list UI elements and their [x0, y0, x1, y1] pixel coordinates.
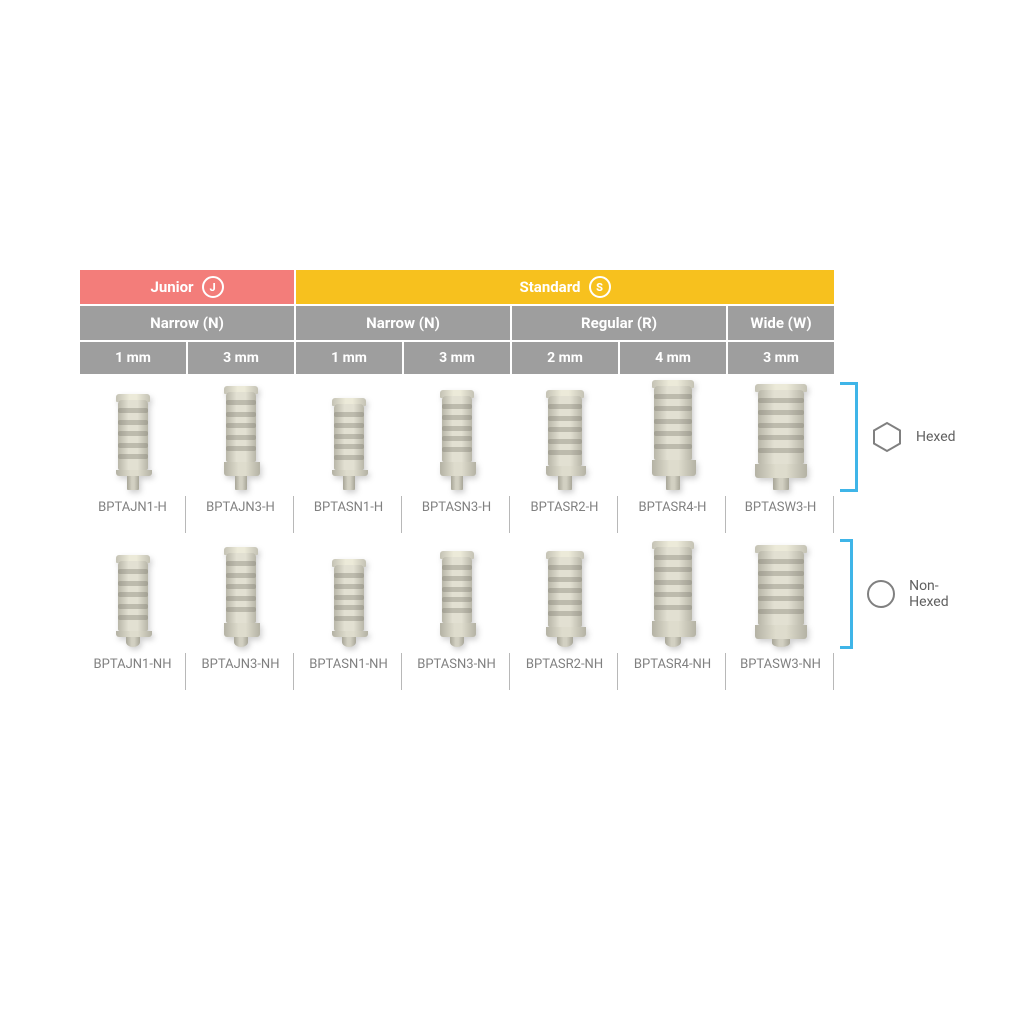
- product-code: BPTASN1-H: [296, 496, 402, 533]
- product-image-slot: [404, 376, 510, 496]
- product-cell: BPTASN1-H: [296, 376, 402, 533]
- product-code: BPTASR2-NH: [512, 653, 618, 690]
- product-cell: BPTASW3-H: [728, 376, 834, 533]
- product-code: BPTAJN3-H: [188, 496, 294, 533]
- category-badge-icon: J: [202, 276, 224, 298]
- legend-hexed: Hexed: [840, 382, 956, 492]
- product-code: BPTASR4-NH: [620, 653, 726, 690]
- product-image-slot: [620, 533, 726, 653]
- header-row-size: 1 mm3 mm1 mm3 mm2 mm4 mm3 mm: [80, 342, 836, 374]
- product-cell: BPTASR2-NH: [512, 533, 618, 690]
- legend-label: Non-Hexed: [909, 578, 955, 610]
- product-row: BPTAJN1-HBPTAJN3-HBPTASN1-HBPTASN3-HBPTA…: [80, 376, 836, 533]
- implant-image: [546, 551, 584, 647]
- product-code: BPTASR2-H: [512, 496, 618, 533]
- product-image-slot: [620, 376, 726, 496]
- implant-image: [116, 394, 150, 490]
- product-code: BPTAJN1-NH: [80, 653, 186, 690]
- product-code: BPTASN3-NH: [404, 653, 510, 690]
- product-code: BPTASW3-NH: [728, 653, 834, 690]
- product-cell: BPTASW3-NH: [728, 533, 834, 690]
- implant-image: [546, 390, 584, 490]
- product-image-slot: [80, 533, 186, 653]
- header-width: Narrow (N): [80, 306, 294, 340]
- product-chart: JuniorJStandardS Narrow (N)Narrow (N)Reg…: [80, 270, 950, 690]
- table-area: JuniorJStandardS Narrow (N)Narrow (N)Reg…: [80, 270, 836, 690]
- product-code: BPTASN3-H: [404, 496, 510, 533]
- product-cell: BPTASN1-NH: [296, 533, 402, 690]
- product-image-slot: [80, 376, 186, 496]
- header-category: Standard S: [296, 270, 834, 304]
- product-cell: BPTASN3-NH: [404, 533, 510, 690]
- product-code: BPTASN1-NH: [296, 653, 402, 690]
- product-cell: BPTASR4-NH: [620, 533, 726, 690]
- implant-image: [755, 384, 807, 490]
- header-size: 4 mm: [620, 342, 726, 374]
- header-row-width: Narrow (N)Narrow (N)Regular (R)Wide (W): [80, 306, 836, 340]
- header-size: 3 mm: [188, 342, 294, 374]
- product-cell: BPTAJN3-H: [188, 376, 294, 533]
- product-cell: BPTASN3-H: [404, 376, 510, 533]
- header-width: Regular (R): [512, 306, 726, 340]
- product-cell: BPTAJN1-H: [80, 376, 186, 533]
- product-code: BPTAJN1-H: [80, 496, 186, 533]
- legend-label: Hexed: [916, 429, 956, 445]
- header-row-category: Junior J Standard S: [80, 270, 836, 304]
- implant-image: [224, 547, 258, 647]
- product-cell: BPTAJN3-NH: [188, 533, 294, 690]
- product-image-slot: [512, 533, 618, 653]
- legend-nonhexed: Non-Hexed: [840, 539, 956, 649]
- category-badge-icon: S: [589, 276, 611, 298]
- header-category: Junior J: [80, 270, 294, 304]
- product-code: BPTAJN3-NH: [188, 653, 294, 690]
- product-image-slot: [296, 376, 402, 496]
- product-code: BPTASR4-H: [620, 496, 726, 533]
- header-size: 3 mm: [404, 342, 510, 374]
- implant-image: [652, 541, 694, 647]
- implant-image: [652, 380, 694, 490]
- product-image-slot: [728, 376, 834, 496]
- product-image-slot: [728, 533, 834, 653]
- product-rows: BPTAJN1-HBPTAJN3-HBPTASN1-HBPTASN3-HBPTA…: [80, 376, 836, 690]
- bracket-icon: [840, 382, 858, 492]
- header-size: 2 mm: [512, 342, 618, 374]
- product-cell: BPTAJN1-NH: [80, 533, 186, 690]
- header-size: 3 mm: [728, 342, 834, 374]
- circle-icon: [865, 577, 897, 611]
- header-size: 1 mm: [296, 342, 402, 374]
- hexagon-icon: [870, 420, 904, 454]
- implant-image: [755, 545, 807, 647]
- product-cell: BPTASR4-H: [620, 376, 726, 533]
- implant-image: [224, 386, 258, 490]
- product-row: BPTAJN1-NHBPTAJN3-NHBPTASN1-NHBPTASN3-NH…: [80, 533, 836, 690]
- product-code: BPTASW3-H: [728, 496, 834, 533]
- product-image-slot: [512, 376, 618, 496]
- implant-image: [440, 390, 474, 490]
- implant-image: [440, 551, 474, 647]
- product-image-slot: [188, 376, 294, 496]
- header-width: Narrow (N): [296, 306, 510, 340]
- product-image-slot: [296, 533, 402, 653]
- header-size: 1 mm: [80, 342, 186, 374]
- implant-image: [332, 398, 366, 490]
- implant-image: [332, 559, 366, 647]
- header-width: Wide (W): [728, 306, 834, 340]
- product-image-slot: [188, 533, 294, 653]
- product-image-slot: [404, 533, 510, 653]
- header-category-label: Standard: [519, 278, 580, 296]
- header-category-label: Junior: [150, 278, 193, 296]
- bracket-icon: [840, 539, 853, 649]
- product-cell: BPTASR2-H: [512, 376, 618, 533]
- implant-image: [116, 555, 150, 647]
